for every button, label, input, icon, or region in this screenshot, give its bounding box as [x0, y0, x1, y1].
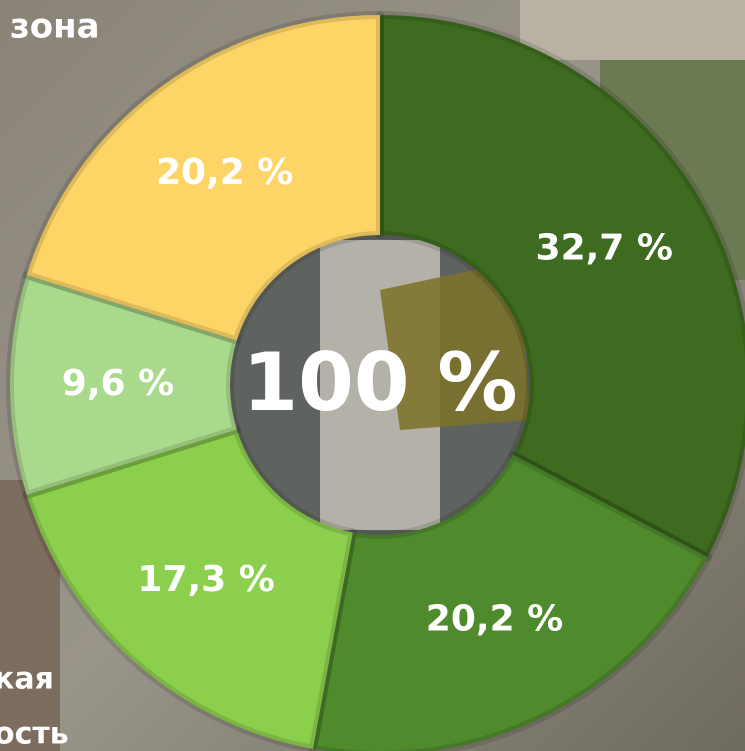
data-label: 17,3 % — [137, 559, 274, 600]
annotation: зона — [10, 7, 100, 47]
donut-slice — [376, 11, 745, 562]
annotation: кая — [0, 662, 54, 697]
donut-slice — [22, 425, 357, 751]
data-label: 9,6 % — [62, 363, 174, 404]
data-label: 32,7 % — [536, 228, 673, 269]
donut-slice — [6, 271, 241, 499]
roof — [380, 260, 530, 430]
data-label: 20,2 % — [156, 152, 293, 193]
data-label: 20,2 % — [426, 599, 563, 640]
donut-slice — [22, 11, 384, 345]
donut-slice — [308, 450, 712, 751]
annotation: ость — [0, 717, 69, 751]
building — [520, 0, 745, 60]
donut — [6, 11, 745, 751]
center-label: 100 % — [243, 336, 518, 429]
